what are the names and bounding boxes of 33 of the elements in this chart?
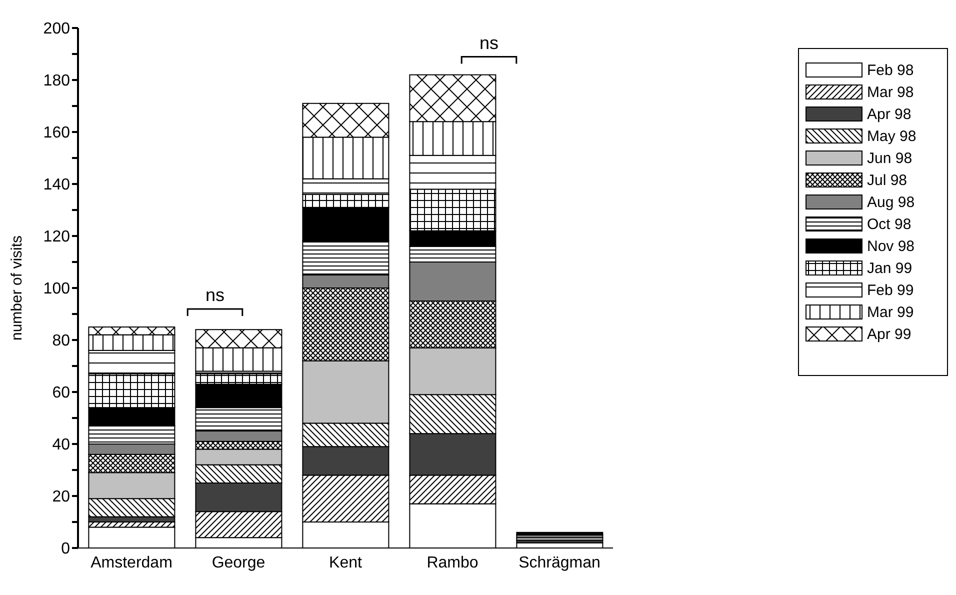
legend-label: Apr 99 [867,326,912,342]
legend-label: Jun 98 [867,150,912,166]
legend-label: Feb 99 [867,282,914,298]
y-axis-title: number of visits [8,235,26,341]
legend-label: Jul 98 [867,172,908,188]
y-tick-label: 60 [52,384,70,402]
annotation: ns [479,32,499,53]
y-tick-label: 180 [43,72,70,90]
x-tick-label: Kent [329,554,363,572]
y-tick-label: 120 [43,228,70,246]
y-tick-label: 0 [61,540,70,558]
bar [516,532,604,536]
y-tick-label: 80 [52,332,70,350]
x-tick-label: Rambo [426,554,478,572]
legend-label: Oct 98 [867,216,912,232]
legend-label: Jan 99 [867,260,912,276]
legend-label: Mar 99 [867,304,914,320]
x-tick-label: Amsterdam [90,554,172,572]
legend-label: Nov 98 [867,238,915,254]
x-tick-label: George [212,554,266,572]
y-tick-label: 200 [43,20,70,38]
y-tick-label: 140 [43,176,70,194]
y-tick-label: 100 [43,280,70,298]
y-tick-label: 40 [52,436,70,454]
legend-label: Aug 98 [867,194,915,210]
legend-label: Mar 98 [867,84,914,100]
y-tick-label: 160 [43,124,70,142]
annotation: ns [205,285,225,305]
legend-label: Feb 98 [867,62,914,78]
legend-label: Apr 98 [867,106,912,122]
legend-label: May 98 [867,128,916,144]
x-tick-label: Schrägman [518,554,600,572]
y-tick-label: 20 [52,488,70,506]
